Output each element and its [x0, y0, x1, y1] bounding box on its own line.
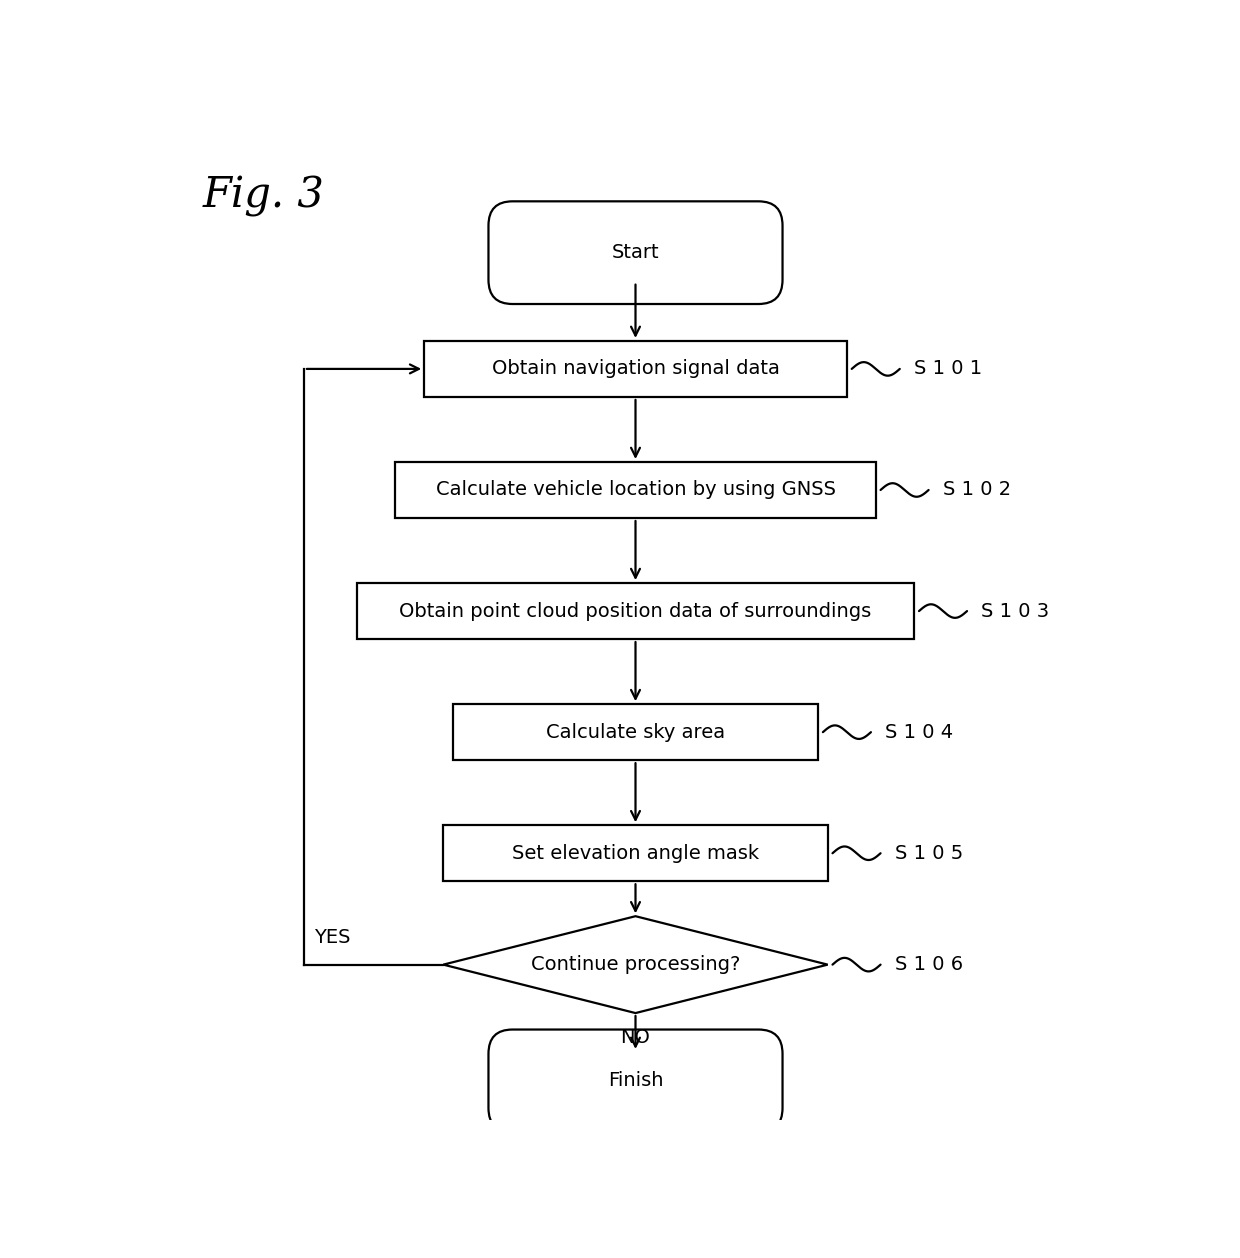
- Bar: [453, 704, 818, 760]
- Text: S 1 0 3: S 1 0 3: [982, 601, 1049, 620]
- Text: Fig. 3: Fig. 3: [203, 175, 325, 218]
- Text: Obtain point cloud position data of surroundings: Obtain point cloud position data of surr…: [399, 601, 872, 620]
- Text: S 1 0 5: S 1 0 5: [895, 844, 963, 863]
- FancyBboxPatch shape: [489, 1029, 782, 1132]
- Polygon shape: [444, 916, 828, 1013]
- Bar: [396, 462, 875, 518]
- Text: Finish: Finish: [608, 1072, 663, 1091]
- FancyBboxPatch shape: [489, 201, 782, 304]
- Bar: [357, 582, 914, 639]
- Text: S 1 0 4: S 1 0 4: [885, 722, 954, 742]
- Bar: [424, 341, 847, 398]
- Text: Continue processing?: Continue processing?: [531, 955, 740, 974]
- Text: NO: NO: [620, 1028, 651, 1047]
- Text: Calculate vehicle location by using GNSS: Calculate vehicle location by using GNSS: [435, 481, 836, 499]
- Text: Start: Start: [611, 243, 660, 262]
- Text: Calculate sky area: Calculate sky area: [546, 722, 725, 742]
- Bar: [444, 825, 828, 882]
- Text: Set elevation angle mask: Set elevation angle mask: [512, 844, 759, 863]
- Text: YES: YES: [314, 928, 350, 947]
- Text: S 1 0 2: S 1 0 2: [944, 481, 1011, 499]
- Text: S 1 0 1: S 1 0 1: [914, 360, 982, 379]
- Text: Obtain navigation signal data: Obtain navigation signal data: [491, 360, 780, 379]
- Text: S 1 0 6: S 1 0 6: [895, 955, 963, 974]
